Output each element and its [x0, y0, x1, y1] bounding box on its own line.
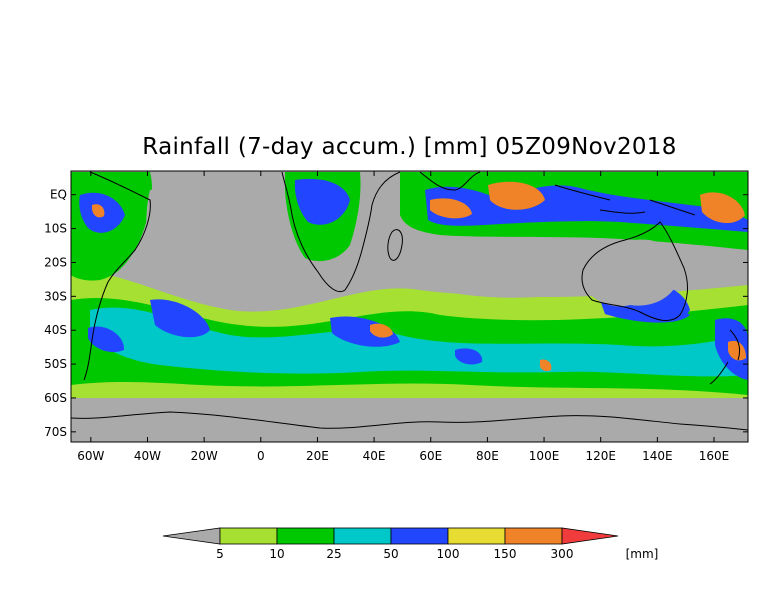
colorbar-bin-4	[447, 527, 506, 545]
x-axis: 60W 40W 20W 0 20E 40E 60E 80E 100E 120E 140E 160E	[77, 171, 729, 463]
x-tick-label-2: 20W	[191, 449, 218, 463]
x-tick-label-4: 20E	[306, 449, 329, 463]
colorbar-bin-5	[504, 527, 563, 545]
coast-australia	[581, 221, 688, 322]
rain-cell-orange-7	[728, 340, 746, 361]
coast-antarctica	[71, 411, 748, 431]
colorbar-unit: [mm]	[626, 547, 659, 561]
y-tick-label-3: 30S	[44, 289, 67, 303]
colorbar-label-6: 300	[551, 547, 574, 561]
coast-south-america	[83, 171, 151, 381]
colorbar-bin-0	[219, 527, 278, 545]
indian-ocean-dry	[431, 243, 579, 298]
rain-cell-orange-1	[370, 323, 393, 338]
rain-cell-orange-2	[539, 359, 552, 372]
coast-africa	[281, 171, 401, 293]
rainfall-field	[71, 172, 748, 410]
rain-cell-orange-5	[700, 192, 745, 224]
x-tick-label-6: 60E	[419, 449, 442, 463]
y-tick-label-2: 20S	[44, 255, 67, 269]
colorbar: 5 10 25 50 100 150 300 [mm]	[162, 527, 659, 561]
y-tick-label-4: 40S	[44, 323, 67, 337]
y-axis: EQ 10S 20S 30S 40S 50S 60S 70S	[44, 188, 748, 439]
map-frame	[70, 170, 749, 443]
rain-cell-orange-4	[488, 181, 545, 210]
rain-tropics-indian-ocean-heavy	[425, 185, 748, 232]
colorbar-bin-1	[276, 527, 335, 545]
colorbar-label-2: 25	[326, 547, 341, 561]
australia-dry-interior	[585, 239, 679, 307]
x-tick-label-8: 100E	[529, 449, 560, 463]
y-tick-label-1: 10S	[44, 222, 67, 236]
x-tick-label-10: 140E	[642, 449, 673, 463]
x-tick-label-3: 0	[257, 449, 265, 463]
rain-cell-orange-6	[92, 204, 105, 218]
colorbar-label-5: 150	[494, 547, 517, 561]
colorbar-bin-2	[333, 527, 392, 545]
x-tick-label-5: 40E	[363, 449, 386, 463]
x-tick-label-11: 160E	[699, 449, 730, 463]
colorbar-over-arrow	[561, 527, 619, 545]
rain-cell-blue-2	[330, 316, 400, 347]
coast-madagascar	[387, 229, 403, 261]
y-tick-label-5: 50S	[44, 357, 67, 371]
colorbar-label-0: 5	[216, 547, 224, 561]
coast-arabia-india	[419, 171, 481, 191]
south-atlantic-dry	[146, 183, 282, 286]
rain-band-southern-ocean-heavy	[90, 307, 748, 377]
coast-maritime-continent	[554, 184, 696, 216]
rain-cell-blue-5	[455, 348, 483, 365]
rain-cell-orange-3	[430, 198, 472, 219]
map-title: Rainfall (7-day accum.) [mm] 05Z09Nov201…	[142, 134, 677, 160]
coast-new-zealand	[709, 329, 741, 385]
x-tick-label-0: 60W	[77, 449, 104, 463]
coastlines	[71, 171, 748, 431]
x-tick-label-9: 120E	[585, 449, 616, 463]
colorbar-bin-3	[390, 527, 449, 545]
rain-cell-blue-1	[150, 299, 210, 338]
colorbar-label-1: 10	[269, 547, 284, 561]
rain-africa-heavy	[294, 178, 350, 225]
colorbar-label-4: 100	[437, 547, 460, 561]
x-tick-label-7: 80E	[476, 449, 499, 463]
rain-cell-blue-4	[88, 326, 125, 353]
colorbar-label-3: 50	[383, 547, 398, 561]
y-tick-label-6: 60S	[44, 391, 67, 405]
colorbar-under-arrow	[162, 527, 221, 545]
y-tick-label-0: EQ	[50, 188, 67, 202]
y-tick-label-7: 70S	[44, 425, 67, 439]
x-tick-label-1: 40W	[134, 449, 161, 463]
antarctica-mask	[71, 398, 748, 442]
